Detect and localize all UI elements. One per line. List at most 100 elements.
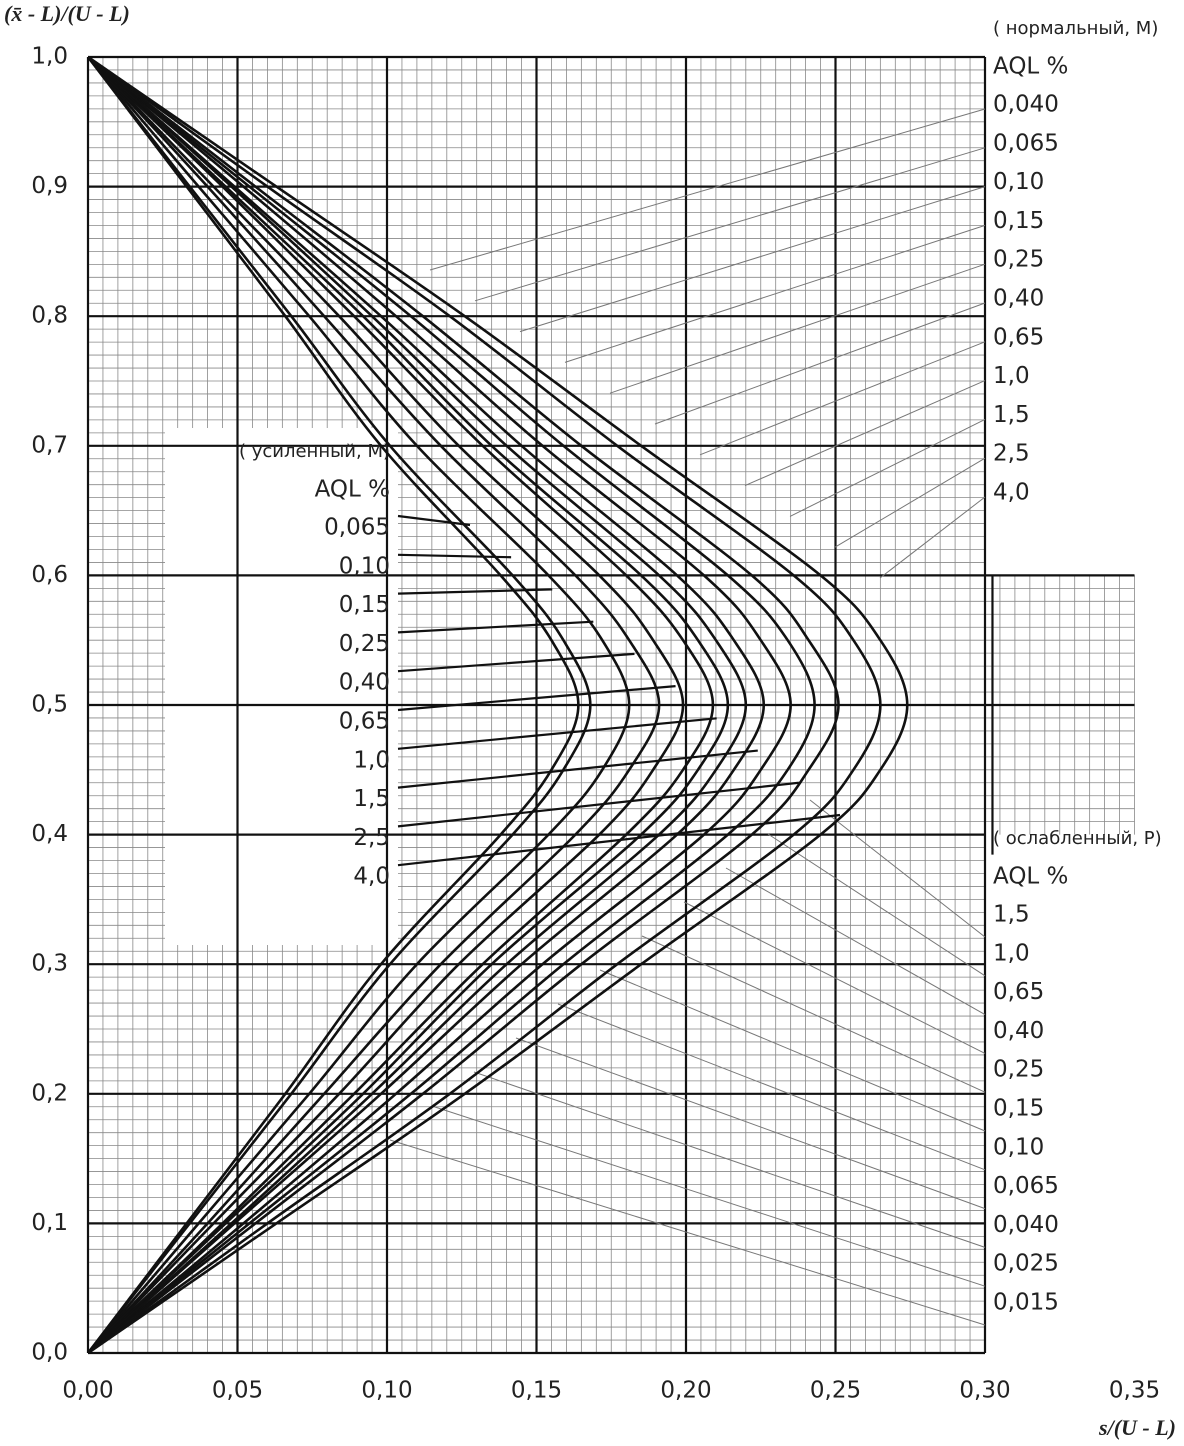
- group-title: ( нормальный, M): [993, 18, 1158, 39]
- x-tick-label: 0,15: [511, 1378, 562, 1404]
- aql-label: 0,15: [339, 592, 390, 618]
- leader: [397, 685, 676, 712]
- aql-label: 2,5: [353, 825, 390, 851]
- leader: [397, 514, 471, 527]
- aql-label: 0,025: [993, 1251, 1059, 1277]
- y-tick-label: 1,0: [31, 44, 68, 70]
- curve: [86, 56, 592, 1354]
- leader: [564, 224, 986, 363]
- curve: [87, 55, 882, 1355]
- y-axis-label: (x̄ - L)/(U - L): [4, 1, 130, 26]
- aql-label: 0,15: [993, 208, 1044, 234]
- leader: [397, 652, 635, 673]
- curve: [87, 56, 730, 1354]
- group-subtitle: AQL %: [993, 864, 1068, 890]
- leader: [389, 1139, 986, 1326]
- leader: [767, 833, 986, 977]
- aql-label: 1,0: [353, 747, 390, 773]
- aql-label: 0,25: [993, 247, 1044, 273]
- x-tick-label: 0,25: [810, 1378, 861, 1404]
- aql-label: 0,065: [993, 1173, 1059, 1199]
- curve: [87, 55, 909, 1355]
- aql-label: 0,65: [993, 324, 1044, 350]
- group-title: ( усиленный, M): [239, 441, 390, 462]
- y-tick-label: 0,7: [31, 432, 68, 458]
- curve: [87, 56, 685, 1354]
- group-subtitle: AQL %: [315, 477, 390, 503]
- aql-label: 0,065: [993, 130, 1059, 156]
- aql-label: 0,065: [324, 515, 390, 541]
- aql-label: 2,5: [993, 441, 1030, 467]
- leader: [397, 553, 512, 559]
- aql-label: 1,5: [993, 902, 1030, 928]
- curve: [87, 56, 715, 1354]
- x-axis-label: s/(U - L): [1098, 1415, 1176, 1440]
- curve: [87, 55, 816, 1355]
- group-title: ( ослабленный, P): [993, 828, 1162, 849]
- leader: [474, 147, 986, 302]
- aql-label: 0,65: [993, 979, 1044, 1005]
- aql-label: 0,015: [993, 1290, 1059, 1316]
- curve: [86, 56, 580, 1354]
- x-tick-label: 0,30: [959, 1378, 1010, 1404]
- leader: [744, 380, 986, 487]
- y-tick-label: 0,4: [31, 821, 68, 847]
- leader: [809, 799, 986, 938]
- leader: [699, 341, 986, 456]
- y-tick-label: 0,3: [31, 951, 68, 977]
- leader: [834, 457, 986, 548]
- leader: [431, 1105, 986, 1287]
- y-tick-label: 0,9: [31, 173, 68, 199]
- leader: [789, 418, 986, 517]
- y-tick-label: 0,1: [31, 1210, 68, 1236]
- leader: [599, 969, 986, 1132]
- leader: [429, 108, 986, 271]
- curve: [87, 56, 766, 1354]
- leader: [654, 302, 986, 425]
- aql-label: 0,15: [993, 1096, 1044, 1122]
- aql-label: 1,0: [993, 363, 1030, 389]
- leader: [397, 717, 717, 750]
- aql-label: 0,10: [339, 553, 390, 579]
- y-tick-label: 0,2: [31, 1080, 68, 1106]
- aql-label: 1,5: [993, 402, 1030, 428]
- aql-label: 4,0: [993, 480, 1030, 506]
- curve: [87, 55, 840, 1355]
- aql-label: 0,40: [339, 670, 390, 696]
- leader: [397, 781, 800, 828]
- y-tick-label: 0,6: [31, 562, 68, 588]
- leader: [557, 1003, 986, 1171]
- aql-label: 1,5: [353, 786, 390, 812]
- aql-label: 0,25: [993, 1057, 1044, 1083]
- curve: [87, 56, 748, 1354]
- x-tick-label: 0,35: [1109, 1378, 1160, 1404]
- aql-label: 0,040: [993, 1212, 1059, 1238]
- y-tick-label: 0,0: [31, 1340, 68, 1366]
- x-tick-label: 0,10: [361, 1378, 412, 1404]
- aql-label: 0,40: [993, 1018, 1044, 1044]
- y-tick-label: 0,8: [31, 303, 68, 329]
- x-tick-label: 0,20: [660, 1378, 711, 1404]
- aql-label: 0,40: [993, 286, 1044, 312]
- leader: [473, 1071, 986, 1248]
- x-tick-label: 0,00: [62, 1378, 113, 1404]
- leader: [725, 867, 986, 1016]
- leader: [609, 263, 986, 394]
- leader: [397, 749, 758, 789]
- curve: [87, 56, 792, 1354]
- leader: [683, 901, 986, 1054]
- aql-label: 0,65: [339, 709, 390, 735]
- x-tick-label: 0,05: [212, 1378, 263, 1404]
- curve: [87, 56, 631, 1354]
- label-box: [165, 428, 398, 945]
- leader: [515, 1037, 986, 1210]
- aql-label: 0,10: [993, 169, 1044, 195]
- y-tick-label: 0,5: [31, 692, 68, 718]
- group-subtitle: AQL %: [993, 54, 1068, 80]
- leader: [519, 186, 986, 333]
- aql-label: 1,0: [993, 940, 1030, 966]
- leader: [879, 496, 986, 579]
- aql-label: 0,040: [993, 92, 1059, 118]
- aql-label: 4,0: [353, 864, 390, 890]
